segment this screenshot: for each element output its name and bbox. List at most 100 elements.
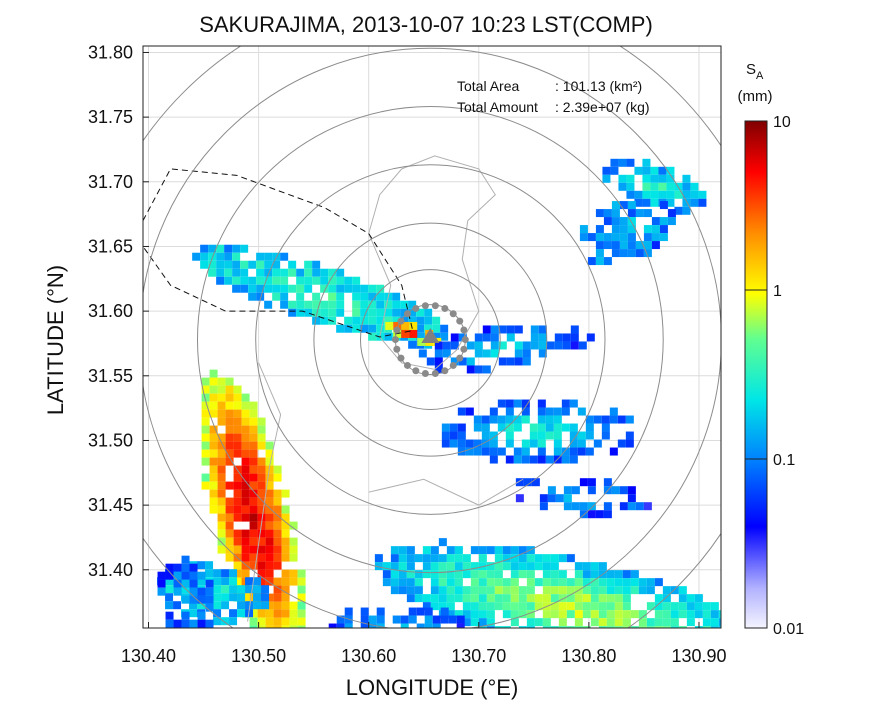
deposit-cell [498, 341, 507, 350]
chart-title: SAKURAJIMA, 2013-10-07 10:23 LST(COMP) [199, 12, 653, 37]
deposit-cell [377, 632, 385, 640]
deposit-cell [526, 578, 535, 587]
deposit-cell [344, 316, 353, 325]
deposit-cell [240, 276, 249, 285]
deposit-cell [225, 481, 234, 490]
deposit-cell [601, 423, 610, 432]
deposit-cell [217, 497, 226, 506]
deposit-cell [297, 593, 306, 602]
deposit-cell [647, 642, 655, 650]
deposit-cell [201, 481, 210, 490]
deposit-cell [598, 586, 607, 595]
deposit-cell [432, 324, 441, 333]
deposit-cell [273, 505, 282, 514]
deposit-cell [537, 439, 546, 448]
deposit-cell [401, 321, 410, 330]
deposit-cell [667, 217, 676, 226]
deposit-cell [217, 489, 226, 498]
deposit-cell [639, 650, 647, 658]
deposit-cell [328, 268, 337, 277]
deposit-cell [213, 609, 222, 618]
deposit-cell [643, 233, 652, 242]
deposit-cell [694, 594, 703, 603]
deposit-cell [376, 607, 385, 616]
deposit-cell [622, 594, 631, 603]
deposit-cell [181, 595, 190, 604]
deposit-cell [606, 586, 615, 595]
deposit-cell [201, 417, 210, 426]
deposit-cell [545, 423, 554, 432]
deposit-cell [486, 578, 495, 587]
deposit-cell [189, 571, 198, 580]
deposit-cell [414, 594, 423, 603]
deposit-cell [627, 502, 636, 511]
deposit-cell [478, 578, 487, 587]
deposit-cell [506, 357, 515, 366]
deposit-cell [257, 417, 266, 426]
deposit-cell [209, 489, 218, 498]
deposit-cell [265, 609, 274, 618]
deposit-cell [585, 415, 594, 424]
deposit-cell [408, 607, 417, 616]
colorbar-tick-label: 0.1 [773, 452, 795, 469]
y-tick-label: 31.45 [88, 495, 133, 515]
deposit-cell [566, 578, 575, 587]
range-rings [143, 46, 721, 628]
deposit-cell [619, 225, 628, 234]
deposit-cell [265, 545, 274, 554]
deposit-cell [489, 447, 498, 456]
deposit-cell [233, 513, 242, 522]
deposit-cell [470, 546, 479, 555]
deposit-cell [441, 431, 450, 440]
deposit-cell [662, 610, 671, 619]
deposit-cell [498, 357, 507, 366]
deposit-cell [537, 415, 546, 424]
deposit-cell [241, 513, 250, 522]
deposit-cell [611, 209, 620, 218]
deposit-cell [698, 198, 707, 207]
deposit-cell [646, 618, 655, 627]
deposit-cell [462, 554, 471, 563]
deposit-cell [622, 586, 631, 595]
deposit-cell [213, 569, 222, 578]
deposit-cell [200, 260, 209, 269]
deposit-cell [623, 634, 631, 642]
deposit-cell [446, 546, 455, 555]
deposit-cell [201, 433, 210, 442]
deposit-cell [368, 300, 377, 309]
deposit-cell [280, 292, 289, 301]
deposit-cell [296, 300, 305, 309]
deposit-cell [441, 423, 450, 432]
deposit-cell [281, 593, 290, 602]
vent-dot [449, 310, 457, 318]
deposit-cell [478, 610, 487, 619]
deposit-cell [376, 308, 385, 317]
colorbar-label-subscript: A [756, 70, 764, 82]
deposit-cell [457, 407, 466, 416]
deposit-cell [225, 545, 234, 554]
deposit-cell [642, 174, 651, 183]
deposit-cell [217, 385, 226, 394]
deposit-cell [611, 249, 620, 258]
deposit-cell [446, 578, 455, 587]
deposit-cell [390, 546, 399, 555]
deposit-cell [545, 415, 554, 424]
deposit-cell [265, 625, 274, 628]
deposit-cell [550, 562, 559, 571]
deposit-cell [655, 642, 663, 650]
deposit-cell [503, 634, 511, 642]
deposit-cell [205, 561, 214, 570]
deposit-cell [280, 276, 289, 285]
deposit-cell [481, 447, 490, 456]
deposit-cell [265, 513, 274, 522]
deposit-cell [518, 602, 527, 611]
deposit-cell [602, 166, 611, 175]
deposit-cell [233, 417, 242, 426]
deposit-cell [296, 284, 305, 293]
deposit-cell [630, 570, 639, 579]
deposit-cell [281, 617, 290, 626]
deposit-cell [232, 284, 241, 293]
deposit-cell [328, 284, 337, 293]
deposit-cell [627, 225, 636, 234]
deposit-cell [201, 401, 210, 410]
